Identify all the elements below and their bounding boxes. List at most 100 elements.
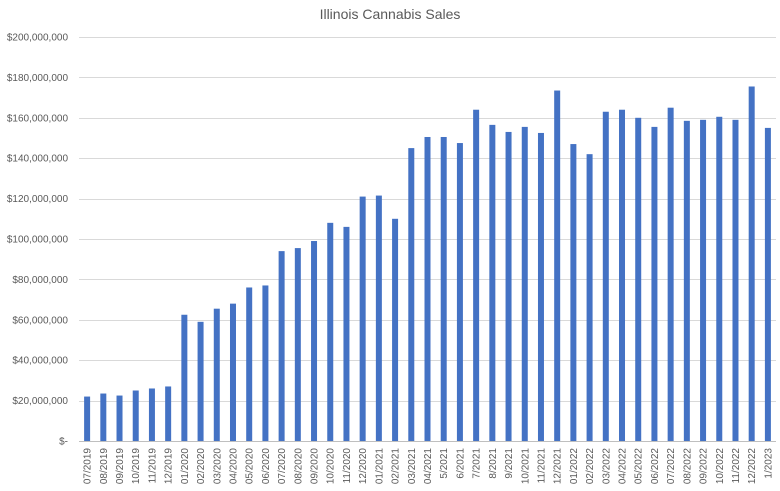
- x-tick-label: 10/2021: [520, 448, 531, 485]
- y-tick-label: $160,000,000: [7, 113, 69, 124]
- x-tick-label: 1/2023: [763, 448, 774, 479]
- bar-12-2019: [165, 386, 172, 441]
- bar-7-2021: [473, 109, 480, 441]
- x-tick-label: 08/2020: [293, 448, 304, 485]
- x-tick-label: 03/2020: [212, 448, 223, 485]
- bar-03-2020: [213, 308, 220, 441]
- x-tick-label: 5/2021: [439, 448, 450, 479]
- x-tick-label: 05/2022: [634, 448, 645, 485]
- x-tick-label: 06/2022: [650, 448, 661, 485]
- bar-06-2020: [262, 285, 269, 441]
- bar-08-2019: [100, 393, 107, 441]
- bar-11-2020: [343, 226, 350, 441]
- x-tick-label: 06/2020: [261, 448, 272, 485]
- bar-6-2021: [456, 143, 463, 442]
- x-tick-label: 03/2021: [407, 448, 418, 485]
- bar-02-2022: [586, 154, 593, 441]
- bar-03-2022: [602, 111, 609, 442]
- bar-12-2021: [554, 90, 561, 441]
- y-axis-tick-labels: $- $20,000,000 $40,000,000 $60,000,000 $80,0…: [7, 33, 69, 448]
- x-tick-label: 07/2019: [83, 448, 94, 485]
- bar-10-2019: [132, 390, 139, 441]
- x-tick-label: 01/2021: [374, 448, 385, 485]
- x-tick-label: 12/2020: [358, 448, 369, 485]
- x-tick-label: 04/2021: [423, 448, 434, 485]
- x-tick-label: 12/2019: [164, 448, 175, 485]
- x-tick-label: 02/2021: [391, 448, 402, 485]
- bar-08-2020: [294, 248, 301, 441]
- y-tick-label: $20,000,000: [12, 396, 68, 407]
- bar-01-2022: [570, 144, 577, 441]
- bar-01-2020: [181, 314, 188, 441]
- bar-06-2022: [651, 126, 658, 441]
- y-tick-label: $180,000,000: [7, 73, 69, 84]
- bar-09-2022: [700, 119, 707, 441]
- bar-9-2021: [505, 131, 512, 441]
- x-tick-label: 9/2021: [504, 448, 515, 479]
- bar-07-2020: [278, 251, 285, 441]
- x-tick-label: 09/2022: [699, 448, 710, 485]
- bar-12-2020: [359, 196, 366, 441]
- bar-12-2022: [748, 86, 755, 442]
- x-tick-label: 07/2022: [666, 448, 677, 485]
- x-tick-label: 6/2021: [455, 448, 466, 479]
- x-tick-label: 04/2022: [618, 448, 629, 485]
- bar-09-2019: [116, 395, 123, 441]
- x-tick-label: 09/2020: [310, 448, 321, 485]
- x-tick-label: 08/2022: [682, 448, 693, 485]
- y-tick-label: $60,000,000: [12, 315, 68, 326]
- bar-02-2020: [197, 321, 204, 441]
- bar-11-2021: [537, 132, 544, 441]
- x-tick-label: 12/2022: [747, 448, 758, 485]
- x-tick-label: 8/2021: [488, 448, 499, 479]
- bar-05-2022: [635, 117, 642, 442]
- bar-08-2022: [683, 120, 690, 441]
- x-tick-label: 11/2021: [536, 448, 547, 484]
- x-tick-label: 01/2022: [569, 448, 580, 485]
- x-tick-label: 04/2020: [228, 448, 239, 485]
- bar-10-2020: [327, 222, 334, 441]
- bar-07-2019: [84, 396, 91, 441]
- x-tick-label: 11/2020: [342, 448, 353, 484]
- bar-04-2021: [424, 136, 431, 442]
- x-tick-label: 7/2021: [472, 448, 483, 479]
- x-tick-label: 11/2019: [147, 448, 158, 484]
- y-tick-label: $120,000,000: [7, 194, 69, 205]
- bar-03-2021: [408, 148, 415, 441]
- bar-10-2022: [716, 116, 723, 441]
- bar-02-2021: [392, 218, 399, 441]
- bar-01-2021: [375, 195, 382, 441]
- bar-07-2022: [667, 107, 674, 441]
- x-tick-label: 01/2020: [180, 448, 191, 485]
- chart-title: Illinois Cannabis Sales: [320, 6, 461, 22]
- x-tick-label: 03/2022: [601, 448, 612, 485]
- bar-8-2021: [489, 124, 496, 442]
- bars: [84, 86, 771, 442]
- x-tick-label: 09/2019: [115, 448, 126, 485]
- x-tick-label: 07/2020: [277, 448, 288, 485]
- y-tick-label: $40,000,000: [12, 356, 68, 367]
- bar-09-2020: [311, 241, 318, 441]
- bar-04-2020: [229, 303, 236, 441]
- x-tick-label: 10/2019: [131, 448, 142, 485]
- bar-04-2022: [619, 109, 626, 441]
- bar-10-2021: [521, 126, 528, 441]
- x-tick-label: 10/2022: [715, 448, 726, 485]
- x-tick-label: 08/2019: [99, 448, 110, 485]
- x-tick-label: 10/2020: [326, 448, 337, 485]
- bar-11-2019: [148, 388, 155, 441]
- y-tick-label: $-: [59, 437, 68, 448]
- x-axis-tick-labels: 07/2019 08/2019 09/2019 10/2019 11/2019 12/20…: [83, 448, 775, 485]
- y-tick-label: $140,000,000: [7, 154, 69, 165]
- x-tick-label: 12/2021: [553, 448, 564, 485]
- bar-1-2023: [764, 127, 771, 442]
- x-tick-label: 11/2022: [731, 448, 742, 484]
- y-tick-label: $100,000,000: [7, 235, 69, 246]
- y-tick-label: $200,000,000: [7, 33, 69, 44]
- bar-5-2021: [440, 136, 447, 442]
- x-tick-label: 02/2022: [585, 448, 596, 485]
- bar-11-2022: [732, 119, 739, 441]
- x-tick-label: 02/2020: [196, 448, 207, 485]
- y-tick-label: $80,000,000: [12, 275, 68, 286]
